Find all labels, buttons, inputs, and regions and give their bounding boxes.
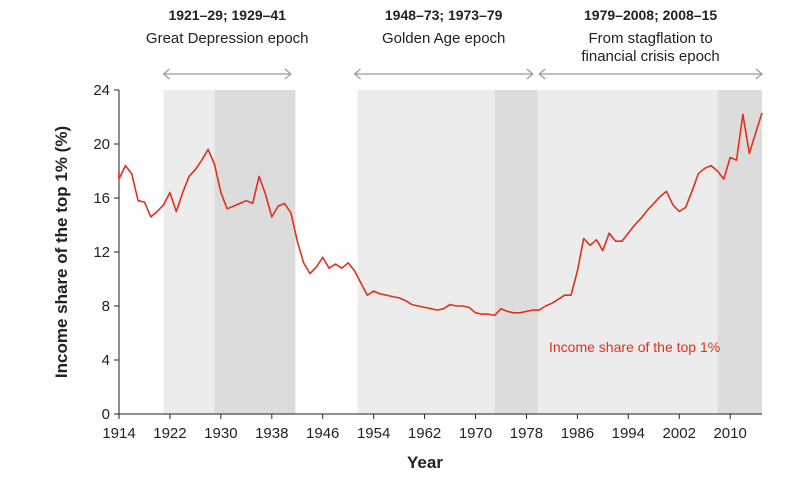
x-tick-label: 1962	[408, 425, 441, 442]
y-tick-label: 24	[93, 82, 110, 99]
epoch-label-1-line-1: Great Depression epoch	[146, 30, 309, 47]
y-tick-label: 8	[102, 298, 110, 315]
x-tick-label: 1970	[459, 425, 492, 442]
x-tick-label: 1954	[357, 425, 390, 442]
epoch-arrow-3	[538, 68, 763, 80]
epoch-label-3-line-1: From stagflation to	[588, 30, 712, 47]
epoch-annotations: 1921–29; 1929–41 Great Depression epoch 19…	[146, 7, 763, 80]
epoch-band-1-1	[163, 90, 215, 414]
x-ticks: 1914 1922 1930 1938 1946 1954 1962 1970 1978 1986…	[102, 414, 747, 442]
x-tick-label: 1986	[561, 425, 594, 442]
y-ticks: 0 4 8 12 16 20 24	[93, 82, 119, 423]
x-tick-label: 1930	[204, 425, 237, 442]
epoch-band-2-1	[357, 90, 495, 414]
epoch-heading-1: 1921–29; 1929–41	[168, 7, 286, 23]
epoch-band-1-2	[214, 90, 296, 414]
epoch-arrow-1	[162, 68, 292, 80]
x-tick-label: 1994	[612, 425, 645, 442]
epoch-arrow-2	[353, 68, 534, 80]
x-tick-label: 1938	[255, 425, 288, 442]
epoch-heading-2: 1948–73; 1973–79	[385, 7, 503, 23]
x-tick-label: 2010	[713, 425, 746, 442]
epoch-band-2-2	[494, 90, 538, 414]
epoch-label-3-line-2: financial crisis epoch	[581, 48, 719, 65]
y-tick-label: 16	[93, 190, 110, 207]
x-tick-label: 2002	[663, 425, 696, 442]
y-tick-label: 12	[93, 244, 110, 261]
epoch-heading-3: 1979–2008; 2008–15	[584, 7, 717, 23]
epoch-bands	[163, 90, 762, 414]
series-label: Income share of the top 1%	[549, 339, 720, 355]
x-tick-label: 1978	[510, 425, 543, 442]
epoch-band-3-1	[537, 90, 718, 414]
y-tick-label: 20	[93, 136, 110, 153]
y-axis-title: Income share of the top 1% (%)	[52, 126, 71, 378]
epoch-band-3-2	[717, 90, 762, 414]
x-tick-label: 1922	[153, 425, 186, 442]
x-axis-title: Year	[407, 453, 443, 472]
epoch-label-2-line-1: Golden Age epoch	[382, 30, 505, 47]
y-tick-label: 4	[102, 352, 110, 369]
x-tick-label: 1914	[102, 425, 135, 442]
series-line-top-1-share	[118, 112, 763, 317]
x-tick-label: 1946	[306, 425, 339, 442]
y-tick-label: 0	[102, 406, 110, 423]
